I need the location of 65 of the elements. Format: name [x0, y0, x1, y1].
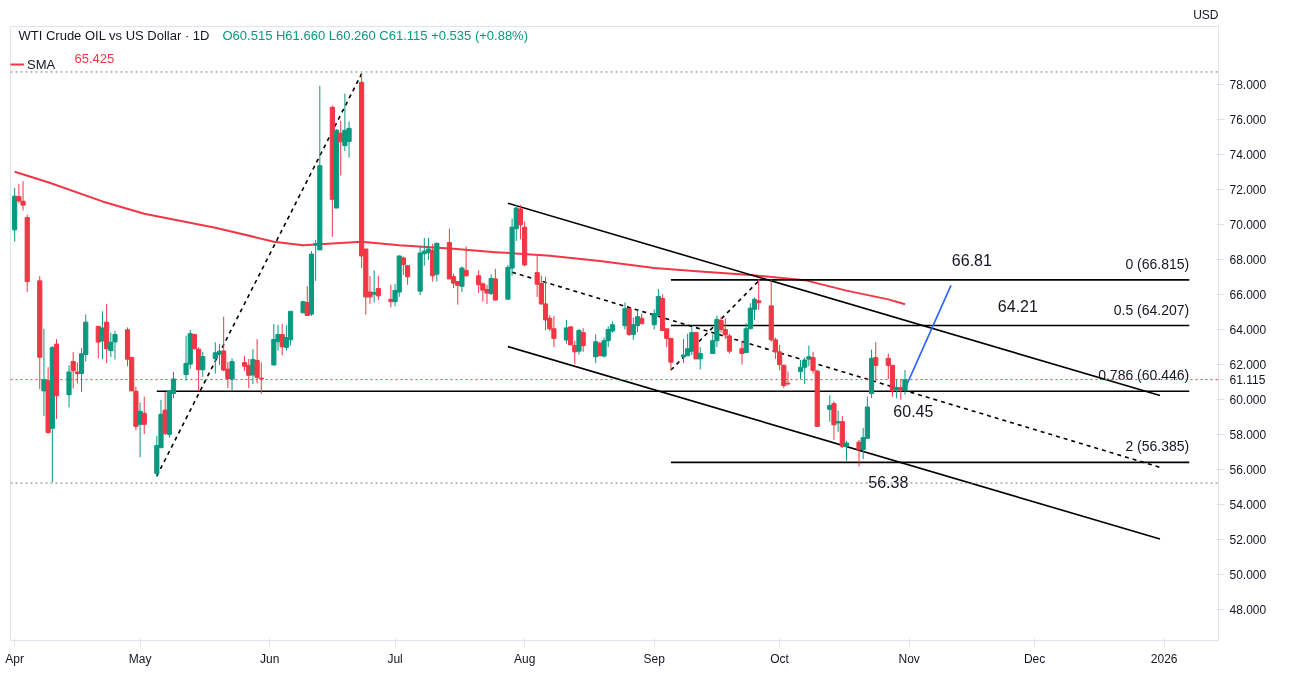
y-tick-label: 52.000: [1229, 532, 1267, 547]
candlestick: [162, 391, 168, 436]
annotation: 64.21: [997, 297, 1038, 315]
x-tick-label: Aug: [513, 651, 536, 666]
x-tick-label: Oct: [770, 651, 790, 666]
y-tick-label: 60.000: [1229, 392, 1267, 407]
candlestick: [739, 340, 745, 366]
annotation: 0.786 (60.446): [1098, 367, 1190, 384]
candlestick: [680, 338, 687, 364]
candlestick: [371, 269, 377, 303]
candlestick: [492, 268, 498, 301]
annotation: 0.5 (64.207): [1113, 301, 1190, 318]
candlestick: [902, 369, 908, 396]
chart-title: WTI Crude OIL vs US Dollar · 1D: [18, 27, 210, 43]
x-tick-label: Apr: [5, 651, 25, 666]
y-tick-label: 76.000: [1229, 112, 1267, 127]
candlestick: [459, 266, 465, 293]
annotation: 66.81: [951, 251, 993, 269]
ref-line-label: 61.115: [1229, 373, 1266, 388]
candlestick: [375, 275, 381, 301]
y-tick-label: 56.000: [1229, 462, 1267, 477]
y-tick-label: 48.000: [1229, 602, 1267, 617]
annotation: 60.45: [893, 403, 934, 421]
y-tick-label: 74.000: [1229, 147, 1267, 162]
candlestick: [112, 330, 118, 361]
x-tick-label: 2026: [1150, 651, 1178, 666]
candlestick: [697, 346, 703, 371]
candlestick: [835, 409, 841, 433]
candlestick: [20, 180, 26, 212]
y-tick-label: 64.000: [1229, 322, 1267, 337]
y-axis-title: USD: [1193, 7, 1219, 22]
y-tick-label: 72.000: [1229, 182, 1267, 197]
candlestick: [212, 341, 218, 375]
candlestick: [463, 245, 469, 278]
x-tick-label: Jun: [259, 651, 280, 666]
y-tick-label: 66.000: [1229, 287, 1267, 302]
candlestick: [488, 273, 494, 296]
x-tick-label: Sep: [643, 651, 666, 666]
x-tick-label: Nov: [898, 651, 920, 666]
candlestick: [843, 440, 850, 462]
y-tick-label: 54.000: [1229, 497, 1267, 512]
annotation: 56.38: [868, 474, 909, 492]
candlestick: [108, 332, 114, 358]
x-tick-label: May: [128, 651, 152, 666]
y-tick-label: 58.000: [1229, 427, 1267, 442]
candlestick: [476, 269, 482, 294]
candlestick: [137, 401, 143, 458]
y-tick-label: 62.000: [1229, 357, 1267, 372]
y-tick-label: 78.000: [1229, 77, 1267, 92]
y-tick-label: 68.000: [1229, 252, 1267, 267]
legend-label: SMA: [27, 56, 56, 72]
x-tick-label: Dec: [1023, 651, 1046, 666]
y-tick-label: 50.000: [1229, 567, 1267, 582]
candlestick: [200, 351, 206, 378]
candlestick: [66, 364, 72, 408]
candlestick: [279, 323, 285, 356]
candlestick: [580, 327, 586, 353]
x-tick-label: Jul: [387, 651, 403, 666]
candlestick: [141, 396, 147, 435]
y-tick-label: 70.000: [1229, 217, 1267, 232]
candlestick: [756, 278, 762, 311]
chart-subtitle: O60.515 H61.660 L60.260 C61.115 +0.535 (+0.88%): [222, 27, 528, 43]
annotation: 2 (56.385): [1125, 438, 1190, 455]
annotation: 65.425: [74, 50, 115, 66]
annotation: 0 (66.815): [1125, 255, 1190, 272]
